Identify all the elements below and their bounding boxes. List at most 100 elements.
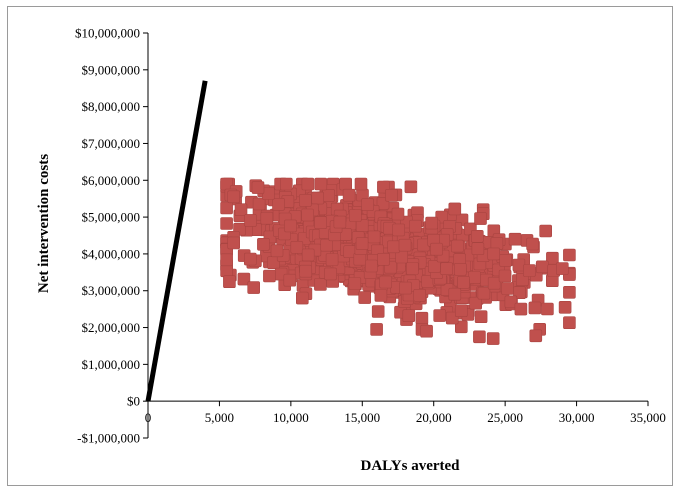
scatter-point [299,264,313,278]
scatter-point [468,271,481,284]
scatter-point [374,289,388,302]
scatter-point [415,311,429,325]
scatter-point [448,202,462,216]
axes [143,32,649,439]
scatter-point [425,216,438,230]
scatter-point [263,269,276,283]
y-axis-title: Net intervention costs [36,154,52,293]
scatter-point [353,252,367,266]
scatter-point [473,330,486,344]
scatter-point [454,304,468,318]
scatter-point [402,309,416,323]
scatter-point [406,262,419,275]
scatter-point [563,285,576,299]
scatter-point [320,238,334,252]
y-tick-label: $0 [127,394,140,409]
scatter-point [470,230,484,243]
scatter-point [487,276,501,290]
scatter-point [251,181,265,194]
x-axis-title: DALYs averted [360,458,460,474]
y-tick-label: $8,000,000 [82,99,141,114]
scatter-point [391,207,405,221]
y-tick-label: $7,000,000 [82,136,141,151]
scatter-point [367,230,381,244]
scatter-point [526,237,539,251]
y-tick-label: $10,000,000 [75,26,140,41]
scatter-point [392,223,405,237]
scatter-point [398,238,412,252]
scatter-point [448,287,462,301]
y-tick-label: $1,000,000 [82,357,141,372]
scatter-point [385,189,398,202]
scatter-point [504,295,518,309]
scatter-point [227,236,240,250]
scatter-point [355,237,369,250]
scatter-point [453,262,467,276]
y-tick-label: $2,000,000 [82,320,141,335]
scatter-point [361,198,374,211]
tick-labels: -$1,000,000 $0 $1,000,000 $2,000,000 $3,000,… [75,26,666,446]
scatter-point [314,216,327,229]
scatter-point [404,180,418,194]
x-tick-label: 35,000 [630,410,666,425]
scatter-point [486,332,500,345]
scatter-point [283,273,297,287]
scatter-point [563,316,576,330]
scatter-point [272,198,285,211]
scatter-point [333,215,347,229]
threshold-line-group [145,80,208,402]
scatter-point [301,177,315,191]
scatter-point [299,194,312,207]
scatter-point [301,248,315,262]
scatter-point [348,209,362,222]
scatter-point [477,286,491,300]
scatter-point [430,242,443,256]
scatter-point [399,281,412,295]
scatter-point [529,329,543,343]
scatter-point [501,282,514,295]
scatter-point [365,259,378,273]
threshold-line [145,80,208,402]
scatter-point [539,224,553,238]
scatter-point [371,305,385,318]
scatter-point [433,309,447,322]
scatter-point [270,244,284,258]
scatter-point [377,253,390,266]
scatter-point [301,208,314,222]
scatter-point [314,177,328,191]
scatter-point [322,189,336,202]
data-points [220,177,576,345]
scatter-point [379,275,393,289]
scatter-point [409,219,422,233]
x-tick-label: 0 [145,410,152,425]
scatter-point [244,214,257,227]
scatter-point [420,324,433,338]
scatter-point [354,177,368,191]
y-tick-label: $6,000,000 [82,173,141,188]
x-tick-label: 20,000 [416,410,452,425]
scatter-point [508,232,522,246]
scatter-point [471,242,485,255]
scatter-point [220,217,233,230]
scatter-point [457,275,470,289]
scatter-point [247,281,260,294]
scatter-point [387,240,400,254]
x-tick-label: 15,000 [344,410,380,425]
y-tick-label: $3,000,000 [82,283,141,298]
scatter-point [454,320,468,334]
scatter-point [514,302,528,316]
scatter-point [474,212,487,225]
scatter-point [260,211,274,225]
scatter-point [499,254,512,267]
scatter-point [252,197,266,211]
scatter-point [244,252,257,266]
scatter-point [325,253,339,266]
scatter-point [227,190,240,204]
scatter-point [563,248,576,262]
scatter-point [555,262,569,275]
scatter-point [279,177,293,191]
y-tick-label: $4,000,000 [82,246,141,261]
scatter-point [295,291,309,305]
scatter-point [220,201,233,215]
scatter-point [339,177,353,191]
